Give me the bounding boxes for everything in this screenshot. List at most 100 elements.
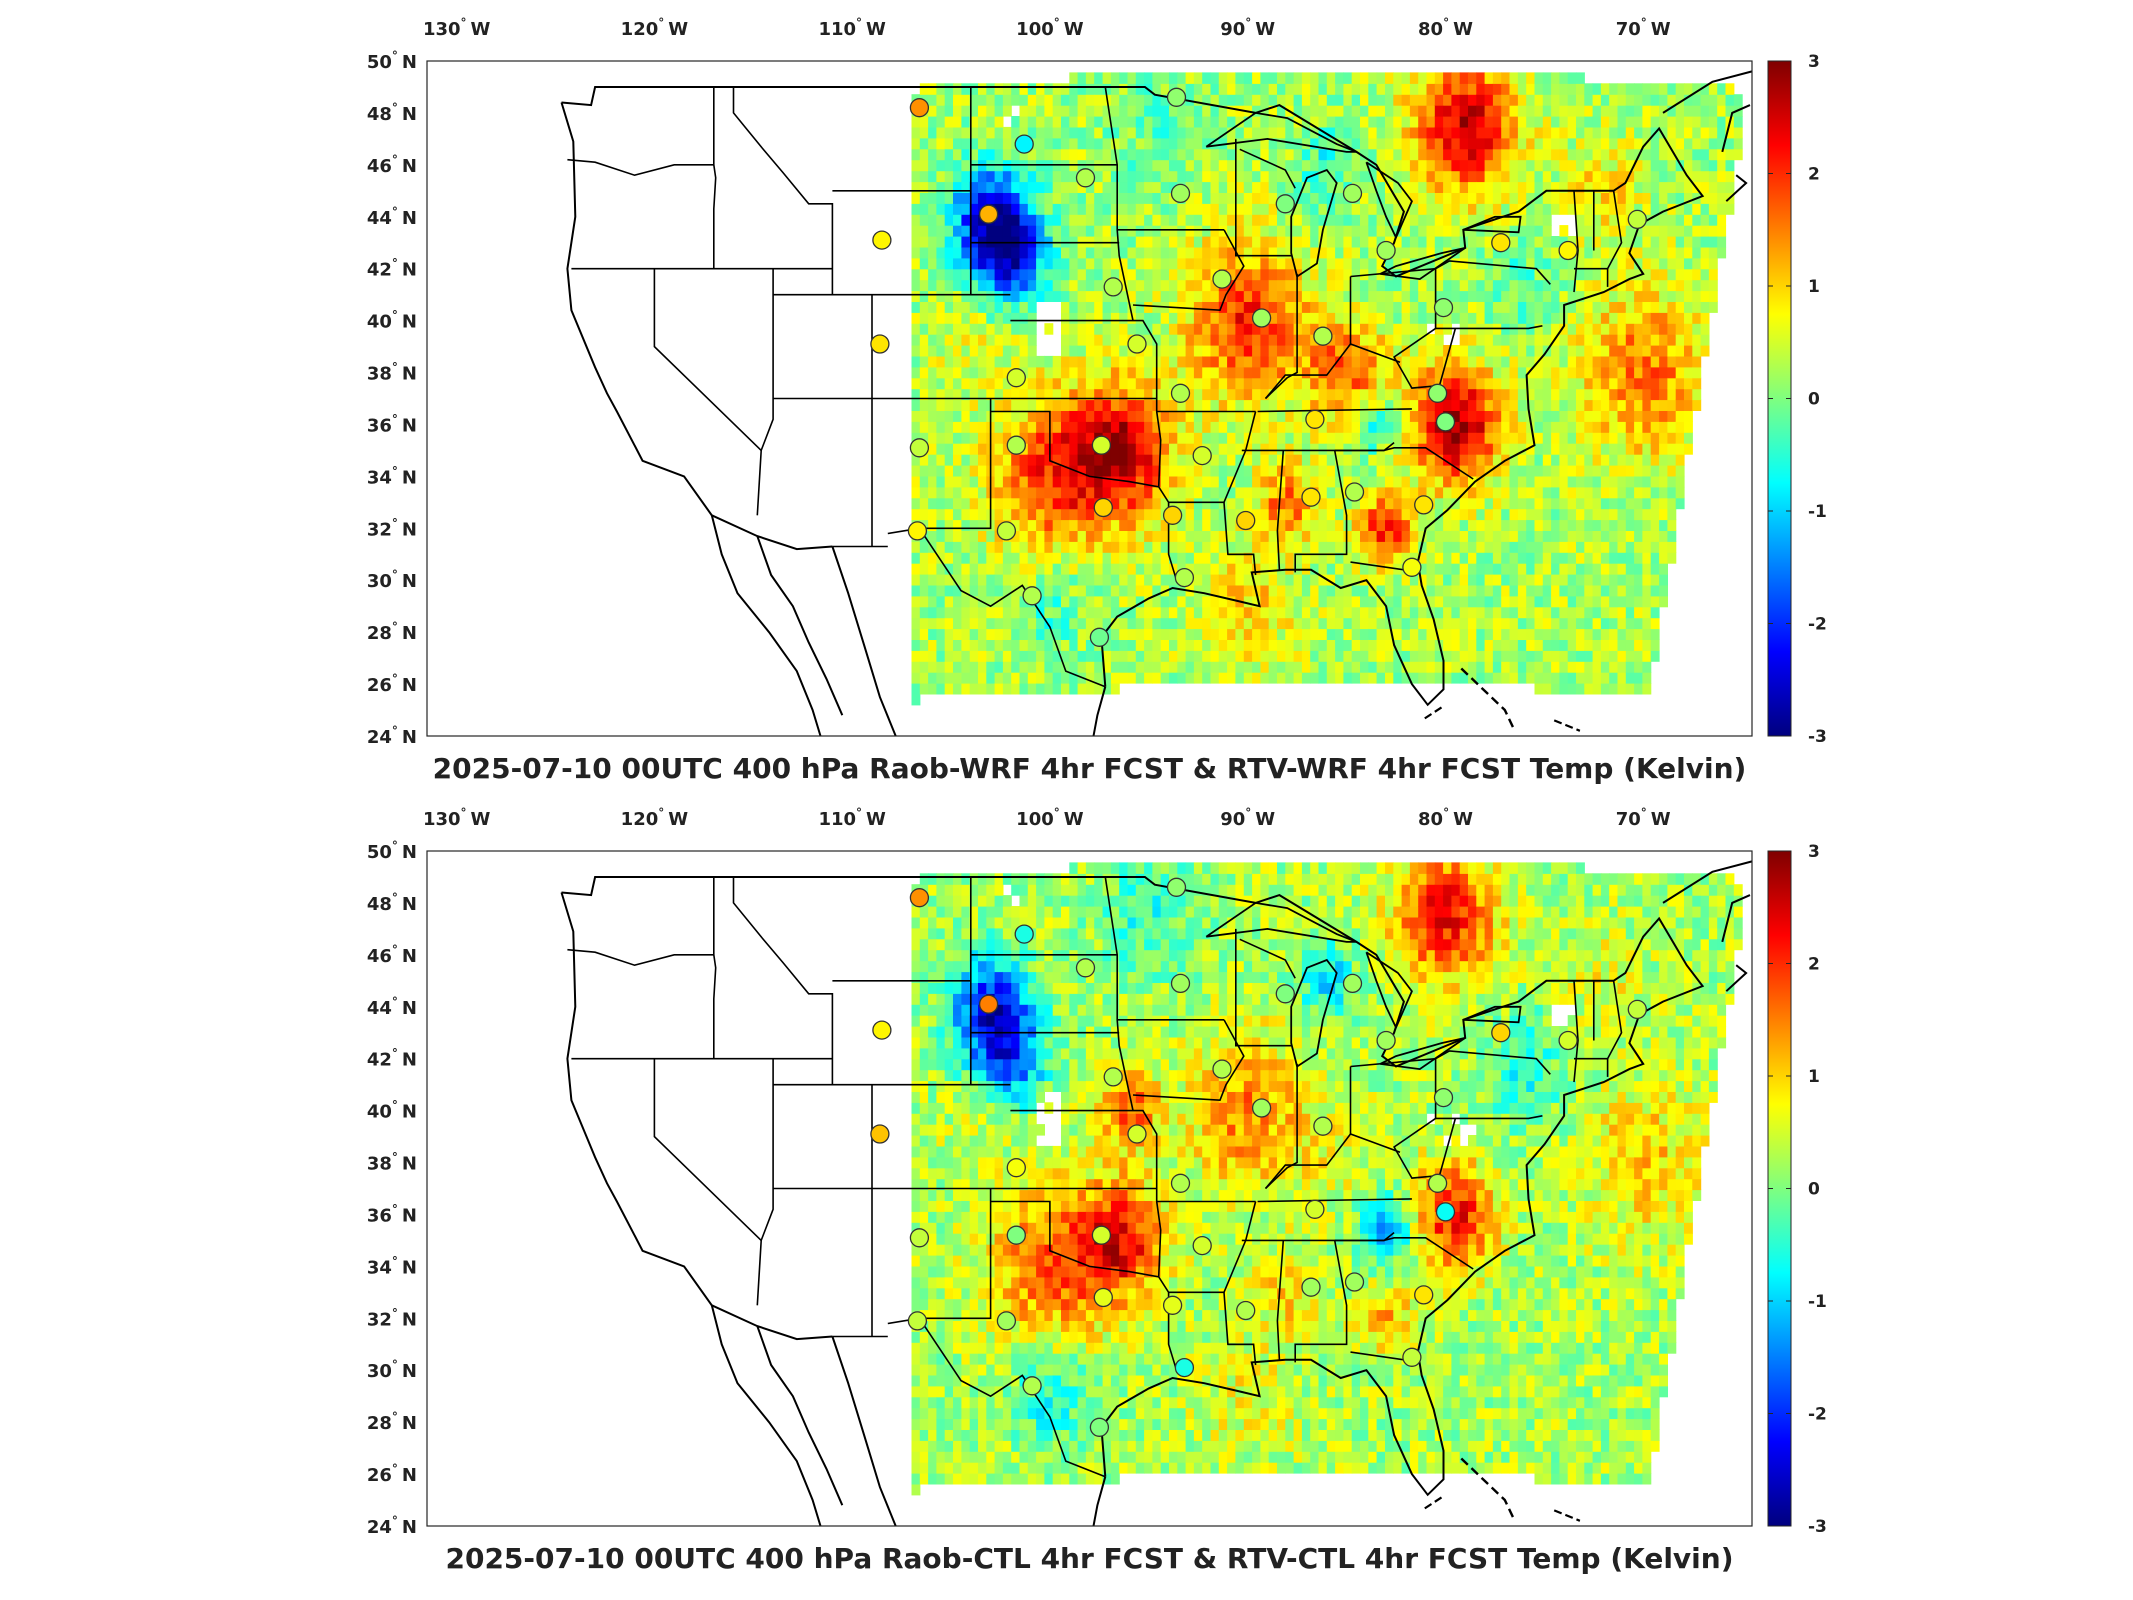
raob-station-marker — [1435, 1202, 1456, 1222]
raob-station-marker — [909, 438, 930, 458]
raob-station-marker — [1093, 497, 1113, 518]
latitude-tick-label: 42° N — [367, 1047, 417, 1071]
raob-station-marker — [1251, 1098, 1272, 1118]
latitude-tick-label: 30° N — [367, 1358, 417, 1382]
raob-station-marker — [1414, 495, 1434, 515]
colorbar-tick-label: 1 — [1808, 277, 1820, 297]
raob-station-marker — [1491, 233, 1511, 253]
colorbar-tick-label: -2 — [1808, 615, 1827, 635]
raob-station-marker — [1192, 445, 1212, 466]
raob-station-marker — [1342, 183, 1363, 204]
raob-station-marker — [1275, 984, 1295, 1004]
longitude-tick-label: 110° W — [818, 806, 886, 830]
longitude-tick-label: 110° W — [818, 16, 886, 40]
raob-station-marker — [1212, 269, 1232, 289]
raob-station-marker — [1433, 1087, 1454, 1108]
raob-station-marker — [872, 230, 892, 250]
raob-station-marker — [1251, 308, 1272, 328]
raob-station-marker — [1174, 567, 1195, 588]
raob-station-marker — [1491, 1023, 1511, 1043]
raob-station-marker — [872, 1020, 892, 1040]
raob-station-marker — [1127, 334, 1147, 354]
latitude-tick-label: 28° N — [367, 1410, 417, 1434]
raob-station-marker — [1170, 973, 1191, 994]
raob-station-marker — [996, 1311, 1017, 1331]
latitude-tick-label: 36° N — [367, 413, 417, 437]
raob-station-marker — [1313, 1116, 1333, 1136]
raob-station-marker — [1192, 1235, 1212, 1256]
latitude-tick-label: 42° N — [367, 257, 417, 281]
raob-stations — [870, 877, 1647, 1437]
colorbar-tick-label: 2 — [1808, 955, 1820, 975]
latitude-tick-label: 24° N — [367, 1514, 417, 1538]
longitude-tick-label: 120° W — [621, 806, 689, 830]
colorbar-tick-label: -3 — [1808, 1517, 1827, 1537]
raob-station-marker — [1170, 1173, 1191, 1193]
raob-station-marker — [1402, 1347, 1422, 1367]
raob-station-marker — [870, 334, 890, 354]
raob-station-marker — [1103, 1067, 1123, 1087]
raob-station-marker — [1212, 1059, 1232, 1079]
latitude-tick-label: 28° N — [367, 620, 417, 644]
raob-station-marker — [1376, 1030, 1396, 1051]
latitude-tick-label: 46° N — [367, 153, 417, 177]
raob-station-marker — [1301, 487, 1321, 507]
raob-station-marker — [1342, 973, 1363, 994]
raob-station-marker — [1022, 586, 1042, 606]
map-frame — [426, 850, 1753, 1527]
raob-station-marker — [1236, 510, 1256, 531]
raob-station-marker — [1435, 412, 1456, 432]
raob-station-marker — [1275, 194, 1295, 214]
raob-station-marker — [1305, 1199, 1325, 1219]
raob-station-marker — [1162, 505, 1183, 525]
raob-station-marker — [1089, 627, 1110, 647]
colorbar-tick-label: -3 — [1808, 727, 1827, 747]
colorbar-tick-label: 0 — [1808, 390, 1820, 410]
raob-station-marker — [1089, 1417, 1110, 1437]
raob-station-marker — [1427, 1173, 1448, 1193]
longitude-tick-label: 70° W — [1616, 806, 1671, 830]
longitude-tick-label: 130° W — [423, 806, 491, 830]
latitude-tick-label: 48° N — [367, 891, 417, 915]
raob-station-marker — [909, 98, 930, 118]
latitude-tick-label: 30° N — [367, 568, 417, 592]
raob-station-marker — [1075, 168, 1096, 188]
map-figure-raob-wrf: 130° W 120° W 110° W 100° W 90° W 80° W 70° W 50° N 48° N… — [367, 16, 1827, 785]
raob-station-marker — [1006, 1158, 1026, 1178]
raob-station-marker — [1344, 482, 1365, 502]
latitude-tick-label: 26° N — [367, 672, 417, 696]
latitude-tick-label: 32° N — [367, 516, 417, 540]
longitude-tick-label: 130° W — [423, 16, 491, 40]
raob-station-marker — [1558, 1030, 1578, 1051]
raob-station-marker — [1433, 297, 1454, 318]
map-title: 2025-07-10 00UTC 400 hPa Raob-CTL 4hr FC… — [445, 1542, 1733, 1575]
raob-station-marker — [1427, 383, 1448, 403]
raob-station-marker — [1162, 1295, 1183, 1315]
raob-station-marker — [1301, 1277, 1321, 1297]
raob-station-marker — [1091, 1225, 1112, 1245]
latitude-tick-label: 26° N — [367, 1462, 417, 1486]
raob-station-marker — [907, 521, 928, 541]
raob-station-marker — [1174, 1357, 1195, 1378]
raob-station-marker — [1006, 435, 1026, 455]
longitude-tick-label: 100° W — [1016, 16, 1084, 40]
raob-station-marker — [1170, 183, 1191, 204]
raob-station-marker — [1006, 368, 1026, 388]
colorbar-tick-label: 2 — [1808, 165, 1820, 185]
longitude-tick-label: 80° W — [1418, 806, 1473, 830]
raob-station-marker — [870, 1124, 890, 1144]
raob-station-marker — [1313, 326, 1333, 346]
raob-station-marker — [1344, 1272, 1365, 1292]
latitude-tick-label: 38° N — [367, 1151, 417, 1175]
latitude-tick-label: 34° N — [367, 1254, 417, 1278]
longitude-tick-label: 70° W — [1616, 16, 1671, 40]
geography-outlines — [560, 70, 1753, 737]
geography-outlines — [560, 860, 1753, 1527]
colorbar-tick-label: -1 — [1808, 502, 1827, 522]
map-frame — [426, 60, 1753, 737]
raob-station-marker — [1014, 924, 1034, 944]
raob-station-marker — [1166, 87, 1187, 107]
raob-station-marker — [909, 888, 930, 908]
colorbar-tick-label: 3 — [1808, 52, 1820, 72]
raob-station-marker — [1305, 409, 1325, 429]
